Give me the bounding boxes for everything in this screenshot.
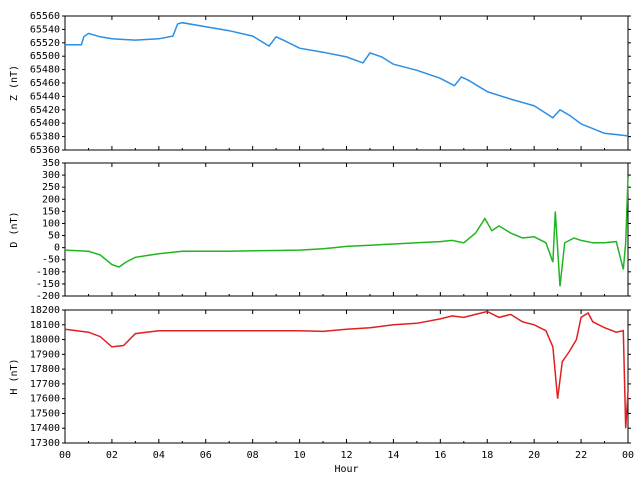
x-tick-label: 12 bbox=[340, 450, 352, 461]
y-tick-label: 17300 bbox=[30, 438, 60, 449]
y-tick-label: 65360 bbox=[30, 145, 60, 156]
x-tick-label: 16 bbox=[434, 450, 446, 461]
y-tick-label: 17800 bbox=[30, 364, 60, 375]
y-tick-label: 65440 bbox=[30, 91, 60, 102]
data-line bbox=[65, 21, 629, 137]
y-tick-label: 250 bbox=[42, 182, 60, 193]
y-tick-label: 65520 bbox=[30, 38, 60, 49]
data-line bbox=[64, 177, 629, 287]
y-tick-label: -100 bbox=[36, 267, 60, 278]
y-tick-label: 65540 bbox=[30, 24, 60, 35]
x-tick-label: 06 bbox=[200, 450, 212, 461]
data-line bbox=[64, 310, 629, 429]
y-tick-label: 17600 bbox=[30, 394, 60, 405]
y-tick-label: 17500 bbox=[30, 408, 60, 419]
y-tick-label: -200 bbox=[36, 291, 60, 302]
x-tick-label: 14 bbox=[387, 450, 399, 461]
x-tick-label: 22 bbox=[575, 450, 587, 461]
x-tick-label: 00 bbox=[59, 450, 71, 461]
y-axis-label: H (nT) bbox=[9, 358, 20, 394]
y-tick-label: 18200 bbox=[30, 305, 60, 316]
plot-frame bbox=[64, 162, 629, 297]
y-tick-label: -150 bbox=[36, 279, 60, 290]
y-tick-label: -50 bbox=[42, 255, 60, 266]
y-tick-label: 0 bbox=[54, 243, 60, 254]
x-tick-label: 18 bbox=[481, 450, 493, 461]
y-tick-label: 65420 bbox=[30, 105, 60, 116]
y-tick-label: 65560 bbox=[30, 11, 60, 22]
y-tick-label: 300 bbox=[42, 170, 60, 181]
y-tick-label: 18000 bbox=[30, 335, 60, 346]
y-tick-label: 18100 bbox=[30, 320, 60, 331]
plot-frame bbox=[64, 15, 629, 151]
x-tick-label: 00 bbox=[622, 450, 634, 461]
y-tick-label: 200 bbox=[42, 194, 60, 205]
y-tick-label: 100 bbox=[42, 218, 60, 229]
x-tick-label: 02 bbox=[106, 450, 118, 461]
y-tick-label: 350 bbox=[42, 158, 60, 169]
y-tick-label: 65460 bbox=[30, 78, 60, 89]
x-tick-label: 04 bbox=[153, 450, 165, 461]
y-tick-label: 17400 bbox=[30, 423, 60, 434]
y-axis-label: D (nT) bbox=[9, 211, 20, 247]
y-tick-label: 17700 bbox=[30, 379, 60, 390]
y-tick-label: 50 bbox=[48, 231, 60, 242]
y-tick-label: 65400 bbox=[30, 118, 60, 129]
y-tick-label: 150 bbox=[42, 206, 60, 217]
x-tick-label: 10 bbox=[294, 450, 306, 461]
y-tick-label: 65500 bbox=[30, 51, 60, 62]
y-tick-label: 65380 bbox=[30, 132, 60, 143]
x-tick-label: 20 bbox=[528, 450, 540, 461]
y-axis-label: Z (nT) bbox=[9, 65, 20, 101]
y-tick-label: 65480 bbox=[30, 65, 60, 76]
y-tick-label: 17900 bbox=[30, 349, 60, 360]
x-tick-label: 08 bbox=[247, 450, 259, 461]
x-axis-label: Hour bbox=[334, 464, 358, 475]
